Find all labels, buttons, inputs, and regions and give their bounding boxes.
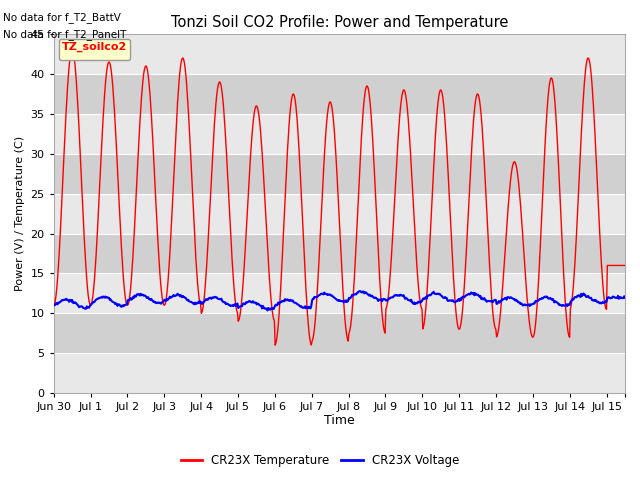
Y-axis label: Power (V) / Temperature (C): Power (V) / Temperature (C) [15, 136, 25, 291]
Bar [54, 313, 625, 353]
Text: No data for f_T2_BattV: No data for f_T2_BattV [3, 12, 121, 23]
Title: Tonzi Soil CO2 Profile: Power and Temperature: Tonzi Soil CO2 Profile: Power and Temper… [171, 15, 508, 30]
Bar [54, 74, 625, 114]
X-axis label: Time: Time [324, 414, 355, 427]
Text: No data for f_T2_PanelT: No data for f_T2_PanelT [3, 29, 127, 40]
Legend:  [59, 39, 130, 60]
Bar [54, 234, 625, 274]
Legend: CR23X Temperature, CR23X Voltage: CR23X Temperature, CR23X Voltage [176, 449, 464, 472]
Bar [54, 154, 625, 193]
